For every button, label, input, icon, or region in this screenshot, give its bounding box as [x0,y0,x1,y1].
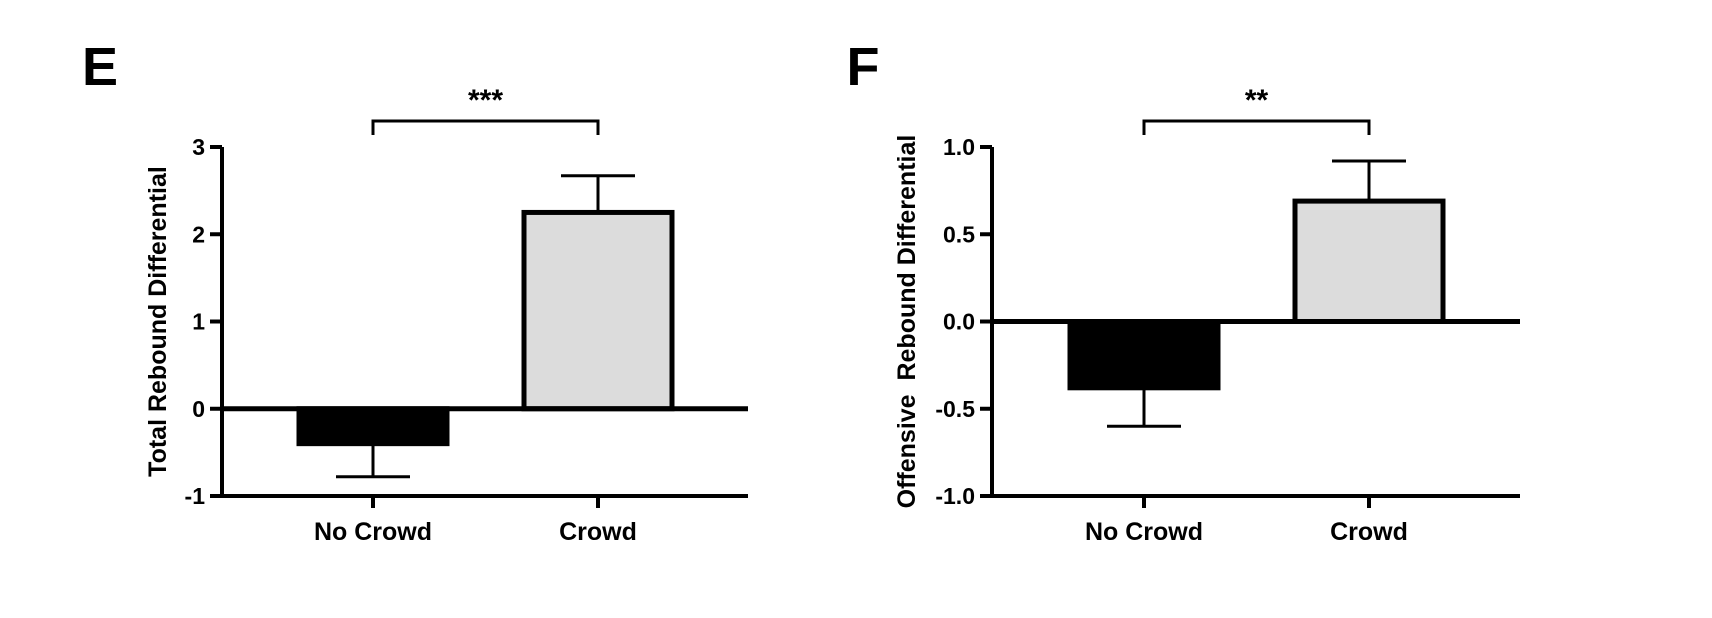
y-tick-label: 0.5 [943,221,975,247]
y-tick-label: 0 [192,396,205,422]
panel-e: E -1 0 1 2 3 No Crowd Crowd *** Total Rebound Dif… [82,37,748,546]
x-tick-label: No Crowd [314,518,432,546]
bar-crowd [521,209,675,412]
y-tick-label: 3 [192,134,205,160]
x-tick-label: Crowd [559,518,637,546]
panel-label: E [82,37,118,97]
y-axis-label: Total Rebound Differential [144,166,172,477]
y-tick-label: 2 [192,221,205,247]
y-tick-label: 1 [192,309,205,335]
panel-label: F [847,37,880,97]
bar-no-crowd [1067,319,1221,391]
significance-bracket [371,119,600,135]
y-tick-label: -1 [185,483,206,509]
y-tick-label: -1.0 [935,483,975,509]
y-tick-label: -0.5 [935,396,975,422]
panel-f: F -1.0 -0.5 0.0 0.5 1.0 No Crowd Crowd ** Offensi… [847,37,1520,546]
y-axis-label: Offensive Rebound Differential [893,135,921,509]
significance-bracket [1142,119,1371,135]
significance-label: *** [468,84,503,117]
x-tick-label: Crowd [1330,518,1408,546]
bar-no-crowd [296,406,450,447]
y-tick-label: 0.0 [943,309,975,335]
y-tick-label: 1.0 [943,134,975,160]
x-tick-label: No Crowd [1085,518,1203,546]
significance-label: ** [1245,84,1269,117]
bar-crowd [1292,198,1446,324]
